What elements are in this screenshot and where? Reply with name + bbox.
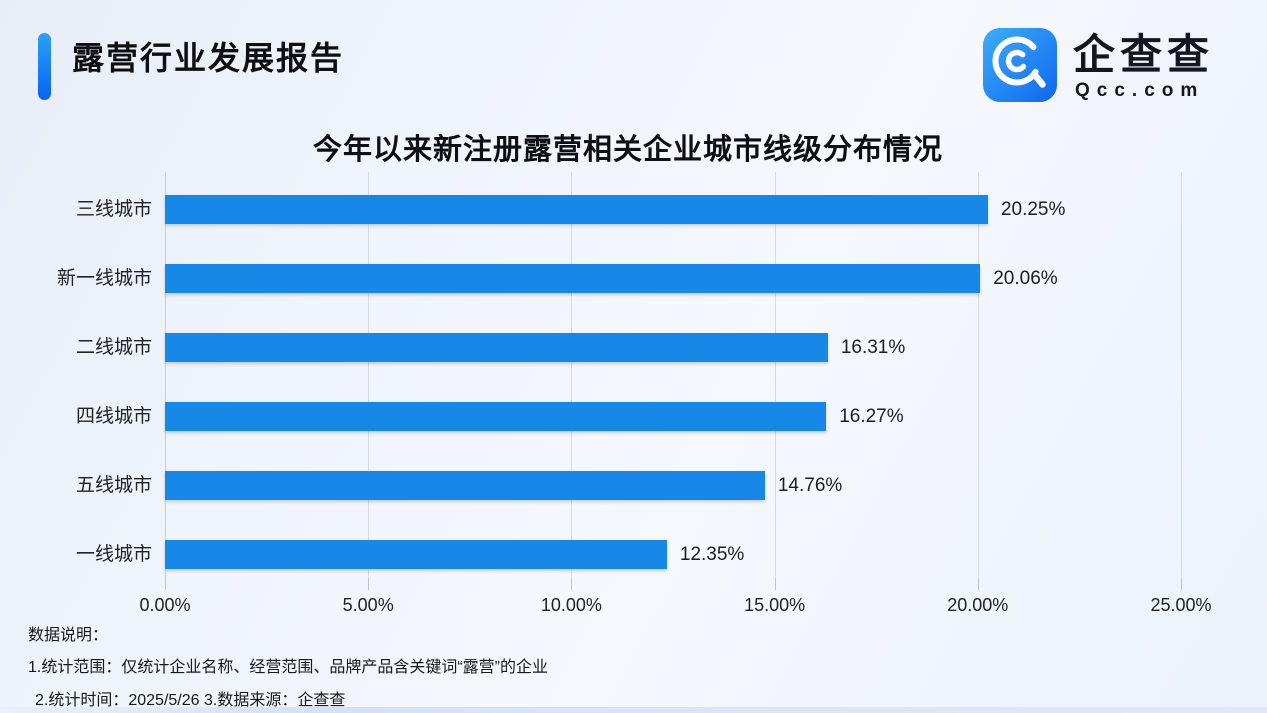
- category-label: 新一线城市: [56, 267, 152, 289]
- x-axis-tick-label: 15.00%: [744, 595, 806, 615]
- qcc-logo-icon: [983, 28, 1057, 102]
- value-label: 14.76%: [777, 474, 843, 496]
- bottom-decorative-strip: [0, 707, 1267, 713]
- notes-heading: 数据说明：: [28, 627, 109, 644]
- note-time-and-source: 2.统计时间：2025/5/26 3.数据来源：企查查: [35, 692, 346, 709]
- bar: [165, 332, 828, 362]
- x-axis-tick-label: 10.00%: [540, 595, 602, 615]
- x-axis-tick: [774, 578, 776, 590]
- report-title: 露营行业发展报告: [72, 40, 345, 76]
- x-axis-tick-label: 20.00%: [947, 595, 1009, 615]
- x-axis-tick: [1181, 578, 1182, 590]
- value-label: 16.27%: [839, 405, 904, 427]
- chart-title: 今年以来新注册露营相关企业城市线级分布情况: [312, 134, 943, 166]
- x-axis-tick-label: 0.00%: [139, 595, 191, 615]
- category-label: 五线城市: [75, 474, 152, 496]
- gridline: [1181, 172, 1182, 578]
- value-label: 16.31%: [840, 336, 906, 358]
- bar: [165, 470, 765, 500]
- x-axis-tick: [368, 578, 370, 590]
- note-statistics-scope: 1.统计范围：仅统计企业名称、经营范围、品牌产品含关键词“露营”的企业: [28, 659, 549, 676]
- value-label: 20.06%: [993, 267, 1058, 289]
- gridline: [571, 172, 573, 578]
- qcc-logo-text-cn: 企查查: [1073, 31, 1215, 78]
- bar: [165, 263, 981, 293]
- bar: [165, 194, 988, 224]
- gridline: [977, 172, 979, 578]
- x-axis-tick: [977, 578, 979, 590]
- x-axis-tick: [165, 578, 166, 590]
- title-accent-bar: [38, 33, 51, 100]
- category-label: 二线城市: [75, 336, 152, 358]
- qcc-logo: 企查查 Qcc.com: [983, 28, 1233, 106]
- value-label: 12.35%: [679, 543, 745, 565]
- category-label: 三线城市: [75, 198, 152, 220]
- x-axis-tick-label: 5.00%: [342, 595, 394, 615]
- gridline: [368, 172, 370, 578]
- x-axis-tick-label: 25.00%: [1150, 595, 1212, 615]
- category-label: 一线城市: [75, 543, 152, 565]
- bar: [165, 401, 827, 431]
- qcc-logo-text-en: Qcc.com: [1075, 80, 1205, 101]
- gridline: [774, 172, 776, 578]
- x-axis-tick: [571, 578, 573, 590]
- value-label: 20.25%: [1000, 198, 1066, 220]
- y-axis-line: [165, 172, 166, 578]
- bar: [165, 539, 667, 569]
- category-label: 四线城市: [75, 405, 152, 427]
